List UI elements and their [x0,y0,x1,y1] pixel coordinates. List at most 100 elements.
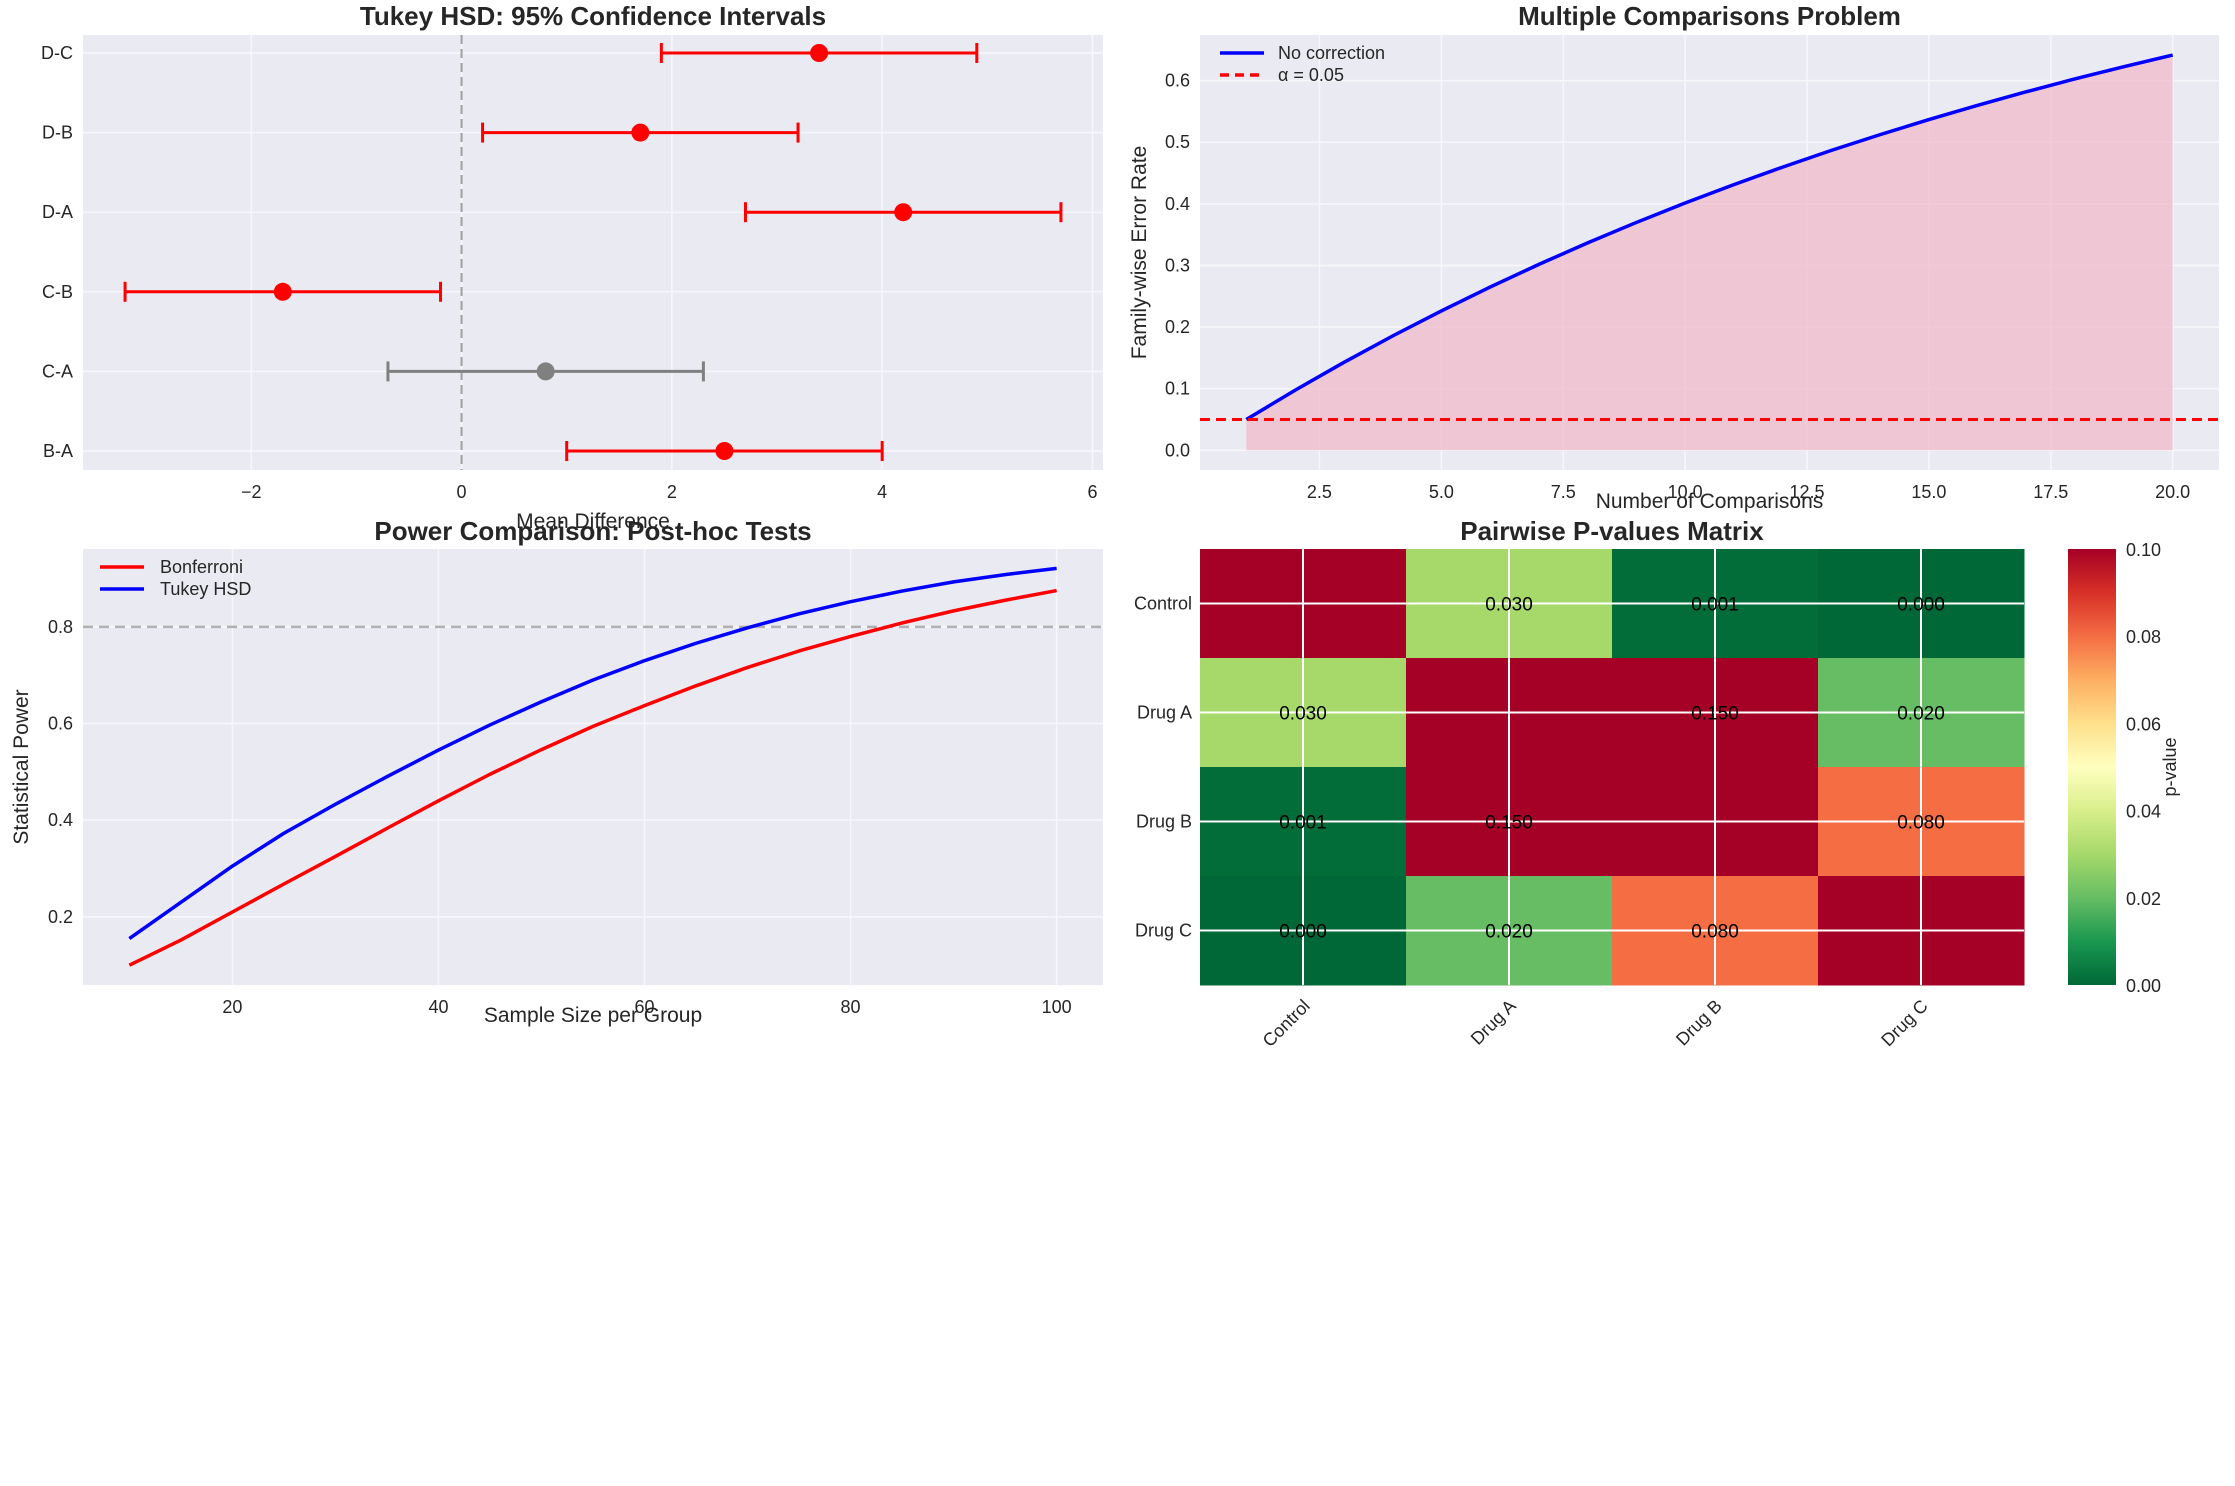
tukey-errorbar-C-A [386,361,705,382]
power-grid [83,549,1103,985]
heatmap-cell-value: 0.000 [1279,922,1327,943]
colorbar: 0.00 0.02 0.04 0.06 0.08 0.10 [2068,540,2161,996]
colorbar-tick-label: 0.06 [2126,714,2161,734]
colorbar-label: p-value [2160,737,2180,796]
fwer-tick-labels: 2.5 5.0 7.5 10.0 12.5 15.0 17.5 20.0 0.0 0.1 0.2 0.… [1165,71,2190,502]
power-y-tick-label: 0.2 [48,907,73,927]
power-x-tick-label: 80 [841,997,861,1017]
tukey-x-tick-label: 6 [1087,482,1097,502]
heatmap-cell-value: 0.001 [1691,595,1739,616]
power-tick-labels: 20 40 60 80 100 0.2 0.4 0.6 0.8 [48,617,1072,1017]
fwer-fill-area [1246,55,2173,451]
tukey-ci-panel: −2 0 2 4 6 B-A C-A C-B D-A D-B D-C Tukey HSD: 95% … [41,1,1103,533]
estimate-point [631,123,650,142]
heatmap-cell-value: 0.150 [1485,813,1533,834]
fwer-x-tick-label: 12.5 [1789,482,1824,502]
tukey-title: Tukey HSD: 95% Confidence Intervals [360,1,826,31]
power-marks [83,566,1103,967]
pvalue-matrix-panel: 0.030 0.001 0.000 0.030 0.150 0.020 0.001 0.150… [1134,516,2180,1051]
fwer-panel: 2.5 5.0 7.5 10.0 12.5 15.0 17.5 20.0 0.0 0.1 0.2 0.… [1128,1,2219,513]
tukey-tick-labels: −2 0 2 4 6 B-A C-A C-B D-A D-B D-C [41,43,1097,502]
power-line-bonferroni [128,588,1057,967]
tukey-x-axis-label: Mean Difference [516,510,670,533]
tukey-y-tick-label: D-B [42,123,73,143]
tukey-errorbars [123,35,1063,470]
heatmap-y-tick-label: Control [1134,594,1192,614]
tukey-errorbar-B-A [565,441,884,461]
tukey-y-tick-label: C-A [42,361,73,381]
fwer-y-tick-label: 0.4 [1165,194,1190,214]
fwer-x-tick-label: 10.0 [1668,482,1703,502]
tukey-errorbar-D-A [743,202,1063,223]
colorbar-tick-label: 0.00 [2126,976,2161,996]
heatmap-cell-value: 0.000 [1897,595,1945,616]
fwer-x-tick-label: 20.0 [2155,482,2190,502]
legend-label: α = 0.05 [1278,65,1344,85]
heatmap-cell-value: 0.020 [1897,704,1945,725]
tukey-errorbar-D-B [481,122,800,143]
colorbar-tick-label: 0.10 [2126,540,2161,560]
tukey-x-tick-label: 0 [457,482,467,502]
legend-label: No correction [1278,43,1385,63]
tukey-x-tick-label: 4 [877,482,887,502]
tukey-errorbar-D-C [659,43,979,63]
tukey-y-tick-label: D-A [42,202,73,222]
estimate-point [894,203,913,222]
heatmap-y-tick-label: Drug B [1136,812,1192,832]
fwer-x-tick-label: 7.5 [1551,482,1576,502]
tukey-x-tick-label: 2 [667,482,677,502]
power-x-axis-label: Sample Size per Group [484,1004,702,1027]
tukey-y-tick-label: D-C [41,43,73,63]
heatmap-cell-value: 0.001 [1279,813,1327,834]
heatmap-x-tick-label: Drug A [1467,996,1520,1049]
colorbar-gradient-bar [2068,549,2116,985]
power-x-tick-label: 60 [634,997,654,1017]
heatmap-cell-value: 0.030 [1279,704,1327,725]
power-x-tick-label: 20 [222,997,242,1017]
legend-label: Tukey HSD [160,579,251,599]
power-line-tukey-hsd [128,566,1057,941]
fwer-y-tick-label: 0.0 [1165,440,1190,460]
heatmap-y-tick-label: Drug A [1137,703,1192,723]
pvalue-matrix-title: Pairwise P-values Matrix [1460,516,1764,546]
power-y-tick-label: 0.8 [48,617,73,637]
fwer-x-tick-label: 17.5 [2033,482,2068,502]
fwer-marks [1200,53,2219,451]
tukey-y-tick-label: C-B [42,282,73,302]
tukey-axes-background [83,35,1103,470]
estimate-point [273,282,292,301]
fwer-y-tick-label: 0.3 [1165,255,1190,275]
fwer-y-tick-label: 0.6 [1165,71,1190,91]
heatmap-annotations: 0.030 0.001 0.000 0.030 0.150 0.020 0.001 0.150… [1279,595,1945,943]
heatmap-cell-value: 0.020 [1485,922,1533,943]
fwer-y-tick-label: 0.2 [1165,317,1190,337]
fwer-no-correction-line [1245,53,2174,421]
fwer-y-tick-label: 0.5 [1165,132,1190,152]
tukey-y-tick-label: B-A [43,441,73,461]
heatmap-y-tick-label: Drug C [1135,921,1192,941]
colorbar-tick-label: 0.04 [2126,802,2161,822]
power-x-tick-label: 100 [1042,997,1072,1017]
heatmap-cell-value: 0.030 [1485,595,1533,616]
tukey-x-tick-label: −2 [241,482,262,502]
legend-label: Bonferroni [160,557,243,577]
heatmap-x-tick-label: Drug C [1877,996,1931,1050]
heatmap-cell-value: 0.080 [1691,922,1739,943]
power-y-tick-label: 0.4 [48,810,73,830]
heatmap-cell-value: 0.080 [1897,813,1945,834]
estimate-point [715,442,734,460]
power-title: Power Comparison: Post-hoc Tests [374,516,811,546]
estimate-point [810,44,829,62]
heatmap-x-tick-label: Drug B [1672,996,1726,1050]
power-y-axis-label: Statistical Power [10,689,33,844]
estimate-point [536,362,555,381]
fwer-y-tick-label: 0.1 [1165,379,1190,399]
power-y-tick-label: 0.6 [48,713,73,733]
power-axes-background [83,549,1103,985]
power-x-tick-label: 40 [428,997,448,1017]
heatmap-cell-value: 0.150 [1691,704,1739,725]
power-panel: 20 40 60 80 100 0.2 0.4 0.6 0.8 BonferroniTukey … [10,516,1103,1027]
